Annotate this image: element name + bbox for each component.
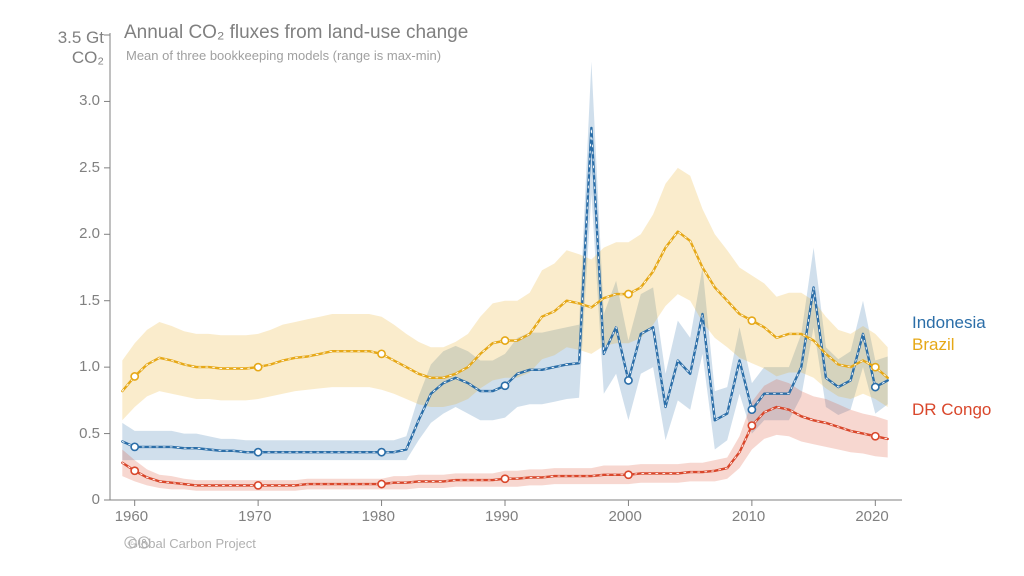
series-label-indonesia: Indonesia: [912, 313, 986, 333]
x-tick-label: 1990: [485, 508, 518, 525]
series-marker: [872, 383, 879, 390]
line-chart: [0, 0, 1024, 576]
series-marker: [255, 482, 262, 489]
x-tick-label: 1980: [362, 508, 395, 525]
series-marker: [625, 290, 632, 297]
y-tick-label: 1.0: [79, 358, 100, 375]
x-tick-label: 1960: [115, 508, 148, 525]
svg-text:cc: cc: [128, 541, 134, 547]
chart-container: Annual CO₂ fluxes from land-use change M…: [0, 0, 1024, 576]
series-marker: [872, 364, 879, 371]
series-marker: [378, 480, 385, 487]
series-label-brazil: Brazil: [912, 335, 955, 355]
series-marker: [131, 373, 138, 380]
series-marker: [748, 422, 755, 429]
series-marker: [378, 350, 385, 357]
series-marker: [131, 467, 138, 474]
series-marker: [255, 449, 262, 456]
x-tick-label: 2010: [732, 508, 765, 525]
x-tick-label: 1970: [238, 508, 271, 525]
series-marker: [501, 475, 508, 482]
series-marker: [748, 406, 755, 413]
y-tick-label: 0.5: [79, 425, 100, 442]
y-tick-label: 3.0: [79, 92, 100, 109]
series-marker: [378, 449, 385, 456]
x-tick-label: 2020: [855, 508, 888, 525]
credit-line: cc Global Carbon Project: [124, 536, 256, 551]
y-tick-label: 1.5: [79, 292, 100, 309]
y-tick-label: 0: [92, 491, 100, 508]
y-tick-label: 2.5: [79, 159, 100, 176]
series-marker: [501, 337, 508, 344]
series-label-dr-congo: DR Congo: [912, 400, 991, 420]
series-marker: [872, 433, 879, 440]
series-marker: [255, 364, 262, 371]
series-marker: [501, 382, 508, 389]
series-marker: [748, 317, 755, 324]
series-marker: [131, 443, 138, 450]
y-tick-label: 2.0: [79, 225, 100, 242]
x-tick-label: 2000: [608, 508, 641, 525]
series-marker: [625, 471, 632, 478]
series-marker: [625, 377, 632, 384]
